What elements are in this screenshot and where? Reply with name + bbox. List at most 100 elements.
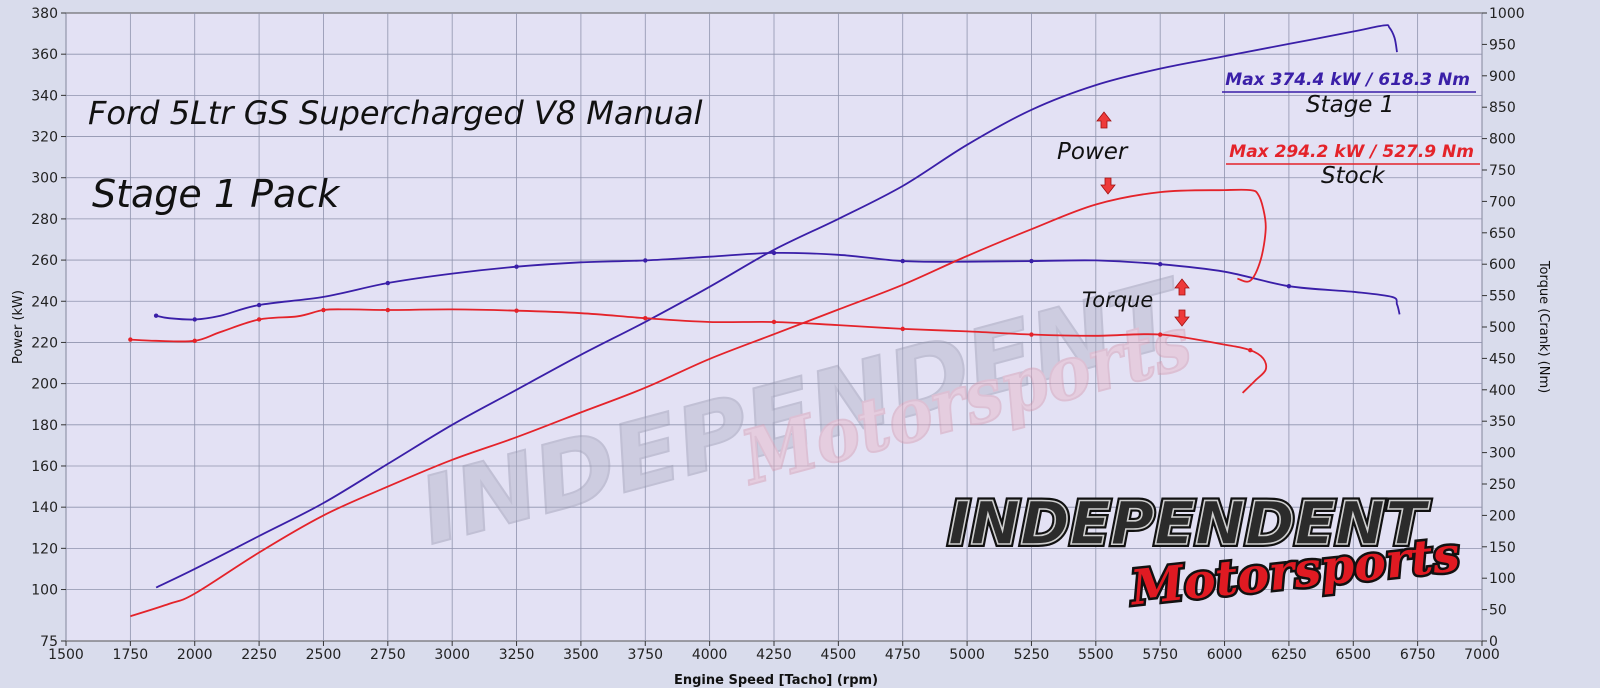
x-tick-label: 3500 — [563, 647, 599, 663]
y2-tick-label: 600 — [1489, 257, 1516, 273]
torque-label: Torque — [1082, 288, 1153, 312]
y2-axis-label: Torque (Crank) (Nm) — [1536, 260, 1551, 393]
y2-tick-label: 150 — [1489, 540, 1516, 556]
y2-tick-label: 50 — [1489, 603, 1507, 619]
chart-subtitle: Stage 1 Pack — [92, 172, 341, 216]
axes: 1500 1750 2000 2250 2500 2750 3000 3250 3500 3750… — [31, 6, 1524, 663]
torque-arrow-down-icon — [1174, 309, 1190, 327]
stock-torque-point — [1157, 332, 1163, 337]
y2-tick-label: 850 — [1489, 100, 1516, 116]
stock-torque-point — [771, 319, 777, 325]
x-tick-label: 1500 — [48, 647, 84, 663]
stage1-torque-point — [643, 258, 648, 263]
y-tick-label: 380 — [31, 6, 58, 22]
x-tick-label: 5250 — [1014, 647, 1050, 663]
logo-line1: INDEPENDENT — [948, 489, 1430, 559]
y-tick-label: 240 — [31, 294, 58, 310]
stock-torque-point — [321, 307, 326, 313]
chart-title: Ford 5Ltr GS Supercharged V8 Manual — [88, 94, 703, 132]
y-tick-label: 180 — [31, 418, 58, 434]
y2-tick-label: 500 — [1489, 320, 1516, 336]
y-tick-label: 100 — [31, 583, 58, 599]
y-tick-label: 280 — [31, 212, 58, 228]
stock-torque-point — [128, 337, 133, 342]
series-layer — [128, 24, 1401, 618]
y2-tick-label: 0 — [1489, 634, 1498, 650]
stage1-torque-point — [153, 313, 159, 318]
x-tick-label: 2000 — [177, 647, 213, 663]
torque-arrow-up-icon — [1174, 278, 1190, 296]
x-tick-label: 5500 — [1078, 647, 1114, 663]
y2-tick-label: 800 — [1489, 132, 1516, 148]
x-tick-label: 6250 — [1271, 647, 1307, 663]
x-tick-label: 4250 — [756, 647, 792, 663]
stock-torque-point — [1248, 348, 1253, 353]
x-tick-label: 6500 — [1335, 647, 1371, 663]
y-tick-label: 260 — [31, 253, 58, 269]
y2-tick-label: 750 — [1489, 163, 1516, 179]
power-arrow-up-icon — [1096, 111, 1112, 129]
stock-torque-point — [1029, 332, 1034, 337]
stage1-torque-point — [1286, 283, 1292, 289]
x-tick-label: 3750 — [627, 647, 663, 663]
stage1-torque-point — [1157, 262, 1163, 267]
logo-line1-outline: INDEPENDENT — [948, 489, 1430, 559]
y-tick-label: 300 — [31, 171, 58, 187]
x-tick-label: 4750 — [885, 647, 921, 663]
stage1-torque-point — [385, 280, 391, 286]
stock-torque-point — [514, 308, 519, 313]
y-tick-label: 140 — [31, 500, 58, 516]
stage1-max-annotation: Max 374.4 kW / 618.3 Nm — [1225, 70, 1470, 90]
x-tick-label: 3250 — [499, 647, 535, 663]
x-tick-label: 4500 — [821, 647, 857, 663]
y2-tick-label: 1000 — [1489, 6, 1525, 22]
y-axis-label: Power (kW) — [11, 290, 26, 364]
stock-torque-line — [130, 308, 1268, 394]
y2-tick-label: 300 — [1489, 446, 1516, 462]
y2-tick-label: 250 — [1489, 477, 1516, 493]
stock-torque-point — [192, 338, 197, 344]
y2-tick-label: 400 — [1489, 383, 1516, 399]
stock-power-line — [130, 188, 1267, 618]
stock-label: Stock — [1321, 163, 1386, 189]
x-tick-label: 2500 — [306, 647, 342, 663]
y2-tick-label: 900 — [1489, 69, 1516, 85]
y2-tick-label: 200 — [1489, 508, 1516, 524]
y-tick-label: 120 — [31, 541, 58, 557]
stock-torque-point — [643, 316, 648, 321]
stock-torque-point — [385, 307, 391, 313]
y-tick-label: 200 — [31, 377, 58, 393]
x-axis-label: Engine Speed [Tacho] (rpm) — [674, 673, 878, 688]
x-tick-label: 7000 — [1464, 647, 1500, 663]
y2-tick-label: 450 — [1489, 351, 1516, 367]
y2-tick-label: 550 — [1489, 289, 1516, 305]
y-tick-label: 160 — [31, 459, 58, 475]
y-tick-label: 220 — [31, 335, 58, 351]
y-tick-label: 360 — [31, 47, 58, 63]
stage1-power-line — [155, 24, 1398, 589]
power-arrow-down-icon — [1100, 177, 1116, 195]
stage1-label: Stage 1 — [1306, 92, 1394, 118]
stage1-torque-point — [514, 264, 519, 269]
stage1-torque-point — [771, 250, 777, 256]
y2-tick-label: 100 — [1489, 571, 1516, 587]
stage1-torque-point — [192, 317, 197, 322]
stock-max-annotation: Max 294.2 kW / 527.9 Nm — [1229, 142, 1474, 162]
y-tick-label: 75 — [40, 634, 58, 650]
y-tick-label: 320 — [31, 130, 58, 146]
x-tick-label: 1750 — [113, 647, 149, 663]
y2-tick-label: 700 — [1489, 194, 1516, 210]
y2-tick-label: 950 — [1489, 37, 1516, 53]
y2-tick-label: 650 — [1489, 226, 1516, 242]
x-tick-label: 4000 — [692, 647, 728, 663]
x-tick-label: 5000 — [949, 647, 985, 663]
y2-tick-label: 350 — [1489, 414, 1516, 430]
x-tick-label: 6000 — [1207, 647, 1243, 663]
x-tick-label: 2250 — [241, 647, 277, 663]
logo: INDEPENDENT INDEPENDENT Motorsports — [945, 486, 1465, 619]
stage1-torque-point — [1029, 258, 1034, 264]
x-tick-label: 3000 — [434, 647, 470, 663]
x-tick-label: 6750 — [1400, 647, 1436, 663]
